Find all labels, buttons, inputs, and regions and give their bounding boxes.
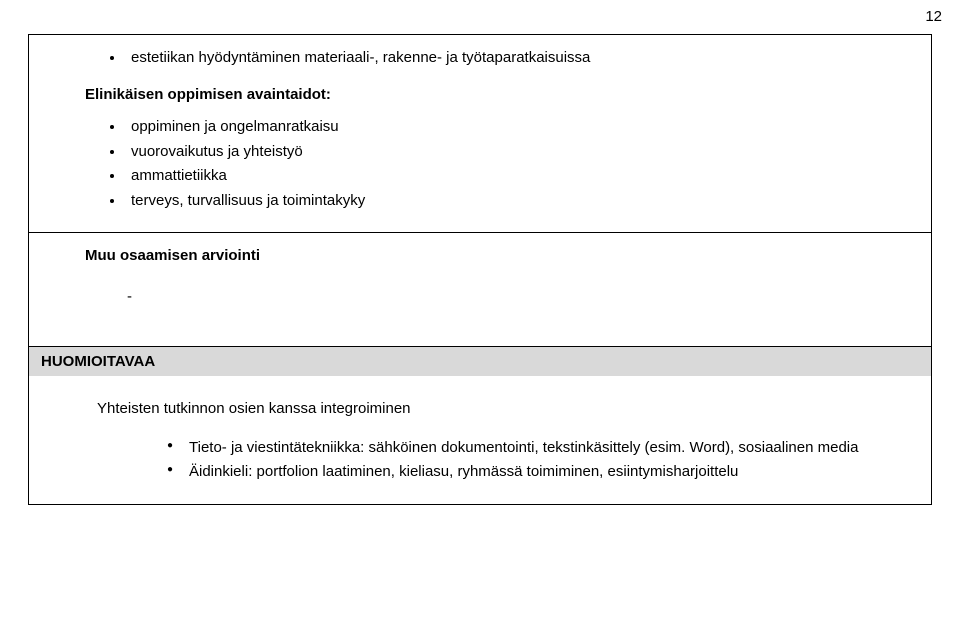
list-item: terveys, turvallisuus ja toimintakyky	[125, 190, 913, 213]
document-table: estetiikan hyödyntäminen materiaali-, ra…	[28, 34, 932, 505]
list-item: vuorovaikutus ja yhteistyö	[125, 141, 913, 164]
list-item: Tieto- ja viestintätekniikka: sähköinen …	[167, 437, 913, 460]
muu-heading: Muu osaamisen arviointi	[47, 245, 913, 268]
page-number: 12	[925, 8, 942, 25]
list-item: oppiminen ja ongelmanratkaisu	[125, 116, 913, 139]
integroiminen-subheading: Yhteisten tutkinnon osien kanssa integro…	[47, 388, 913, 437]
avaintaidot-heading: Elinikäisen oppimisen avaintaidot:	[47, 84, 913, 107]
top-bullet-list: estetiikan hyödyntäminen materiaali-, ra…	[47, 47, 913, 70]
list-item: estetiikan hyödyntäminen materiaali-, ra…	[125, 47, 913, 70]
list-item: ammattietiikka	[125, 165, 913, 188]
huomioitavaa-header: HUOMIOITAVAA	[29, 347, 931, 376]
huomioitavaa-list: Tieto- ja viestintätekniikka: sähköinen …	[47, 437, 913, 484]
dash-item: -	[47, 286, 913, 309]
avaintaidot-list: oppiminen ja ongelmanratkaisu vuorovaiku…	[47, 116, 913, 212]
section-huomioitavaa: Yhteisten tutkinnon osien kanssa integro…	[29, 376, 931, 504]
section-avaintaidot: estetiikan hyödyntäminen materiaali-, ra…	[29, 35, 931, 233]
section-muu-osaaminen: Muu osaamisen arviointi -	[29, 233, 931, 347]
list-item: Äidinkieli: portfolion laatiminen, kieli…	[167, 461, 913, 484]
